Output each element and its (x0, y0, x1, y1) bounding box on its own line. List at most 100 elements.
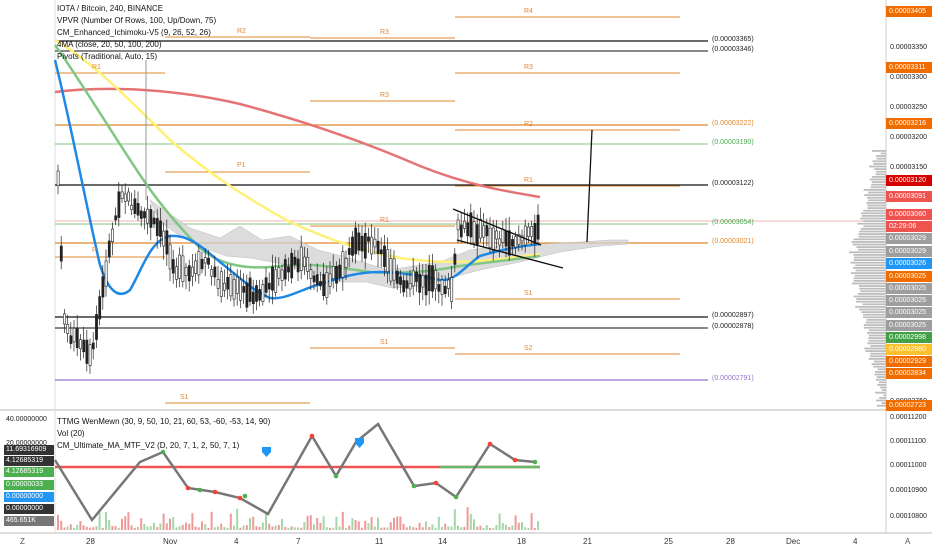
candle-body (536, 214, 540, 240)
price-badge[interactable]: 0.00003060 (886, 209, 932, 220)
candle-body (280, 269, 284, 281)
ichimoku-legend[interactable]: CM_Enhanced_Ichimoku-V5 (9, 26, 52, 26) (57, 28, 211, 37)
indicator-left-axis-label[interactable]: 20.00000000 (6, 440, 47, 447)
projection-line[interactable] (586, 129, 593, 243)
date-label[interactable]: 28 (726, 537, 735, 546)
volume-bar (450, 526, 453, 530)
date-label[interactable]: 4 (234, 537, 239, 546)
date-label[interactable]: Dec (786, 537, 801, 546)
price-badge[interactable]: 0.00003091 (886, 191, 932, 202)
indicator-badge[interactable]: 4.12685319 (4, 467, 54, 477)
date-label[interactable]: 25 (664, 537, 673, 546)
wedge-lower-trendline[interactable] (456, 239, 564, 269)
candle-body (114, 215, 118, 221)
candle-body (264, 277, 268, 293)
indicator-axis-label[interactable]: 0.00010800 (890, 513, 927, 520)
price-badge[interactable]: 0.00003216 (886, 118, 932, 129)
vpvr-legend[interactable]: VPVR (Number Of Rows, 100, Up/Down, 75) (57, 16, 217, 25)
price-badge[interactable]: 0.00002929 (886, 356, 932, 367)
price-badge[interactable]: 0.00003029 (886, 246, 932, 257)
price-badge[interactable]: 0.00003025 (886, 271, 932, 282)
price-badge[interactable]: 02:29:06 (886, 221, 932, 232)
zoom-icon[interactable]: Z (20, 537, 25, 546)
indicator-axis-label[interactable]: 0.00011100 (890, 438, 926, 445)
date-label[interactable]: 4 (853, 537, 858, 546)
volume-profile-bar (875, 173, 886, 176)
price-badge[interactable]: 0.00003025 (886, 307, 932, 318)
indicator-badge[interactable]: 0.00000033 (4, 480, 54, 490)
indicator-badge[interactable]: 465.651K (4, 516, 54, 526)
indicator-axis-label[interactable]: 0.00011000 (890, 462, 927, 469)
indicator-badge[interactable]: 0.00000000 (4, 504, 54, 514)
volume-bar (338, 526, 341, 530)
candle-body (146, 208, 150, 224)
price-badge[interactable]: 0.00003025 (886, 295, 932, 306)
price-note: (0.00003346) (712, 46, 754, 53)
volume-bar (425, 521, 427, 530)
price-badge[interactable]: 0.00002980 (886, 344, 932, 355)
price-badge[interactable]: 0.00002998 (886, 332, 932, 343)
price-axis-label[interactable]: 0.00003200 (890, 134, 927, 141)
volume-profile-bar (868, 334, 886, 337)
auto-scale-icon[interactable]: A (905, 537, 911, 546)
wenmewn-dot (333, 473, 339, 479)
indicator-pane[interactable] (53, 422, 540, 530)
pivot-label: S2 (524, 345, 533, 352)
price-axis-label[interactable]: 0.00003350 (890, 44, 927, 51)
price-badge[interactable]: 0.00003120 (886, 175, 932, 186)
signal-marker-b (355, 438, 364, 448)
indicator-axis-label[interactable]: 0.00011200 (890, 414, 927, 421)
price-badge[interactable]: 0.00003026 (886, 258, 932, 269)
pivot-label: R3 (380, 92, 389, 99)
volume-profile-bar (866, 202, 886, 204)
volume-profile-bar (883, 394, 886, 397)
date-label[interactable]: 21 (583, 537, 592, 546)
wedge-upper-trendline[interactable] (452, 208, 542, 246)
wenmewn-legend[interactable]: TTMG WenMewn (30, 9, 50, 10, 21, 60, 53,… (57, 417, 271, 426)
price-badge[interactable]: 0.00003405 (886, 6, 932, 17)
price-badge[interactable]: 0.00002723 (886, 400, 932, 411)
volume-profile-bar (878, 381, 886, 384)
indicator-axis-label[interactable]: 0.00010900 (890, 487, 927, 494)
indicator-badge[interactable]: 0.00000000 (4, 492, 54, 502)
candle-body (123, 193, 127, 202)
volume-profile-bar (874, 168, 886, 170)
candle-body (267, 282, 271, 290)
candle-body (331, 266, 335, 280)
price-badge[interactable]: 0.00003029 (886, 233, 932, 244)
volume-profile-bar (881, 402, 886, 404)
candle-body (309, 269, 313, 279)
date-label[interactable]: Nov (163, 537, 178, 546)
indicator-badge[interactable]: 11.69316909 (4, 445, 54, 455)
volume-bar (217, 526, 219, 530)
date-label[interactable]: 7 (296, 537, 301, 546)
volume-profile-bar (859, 308, 886, 311)
candle-body (143, 211, 146, 219)
price-badge[interactable]: 0.00002834 (886, 368, 932, 379)
candle-body (482, 225, 486, 238)
symbol-title[interactable]: IOTA / Bitcoin, 240, BINANCE (57, 4, 164, 13)
ultimate-legend[interactable]: CM_Ultimate_MA_MTF_V2 (D, 20, 7, 1, 2, 5… (57, 441, 240, 450)
price-axis-label[interactable]: 0.00003300 (890, 74, 927, 81)
volume-bar (316, 517, 319, 530)
indicator-badge[interactable]: 4.12685319 (4, 456, 54, 466)
volume-bar (175, 527, 178, 530)
vol-legend[interactable]: Vol (20) (57, 429, 85, 438)
date-label[interactable]: 28 (86, 537, 95, 546)
indicator-left-axis-label[interactable]: 40.00000000 (6, 416, 47, 423)
date-label[interactable]: 14 (438, 537, 447, 546)
price-badge[interactable]: 0.00003025 (886, 283, 932, 294)
price-axis-label[interactable]: 0.00003250 (890, 104, 927, 111)
price-axis-label[interactable]: 0.00003150 (890, 164, 927, 171)
candle-body (306, 256, 310, 272)
candle-body (315, 274, 319, 286)
date-label[interactable]: 11 (375, 537, 384, 546)
price-badge[interactable]: 0.00003025 (886, 320, 932, 331)
pivots-legend[interactable]: Pivots (Traditional, Auto, 15) (57, 52, 158, 61)
wenmewn-dot (487, 441, 493, 447)
ma4-legend[interactable]: 4MA (close, 20, 50, 100, 200) (57, 40, 162, 49)
price-badge[interactable]: 0.00003311 (886, 62, 932, 73)
volume-profile-bar (857, 248, 886, 251)
date-label[interactable]: 18 (517, 537, 526, 546)
